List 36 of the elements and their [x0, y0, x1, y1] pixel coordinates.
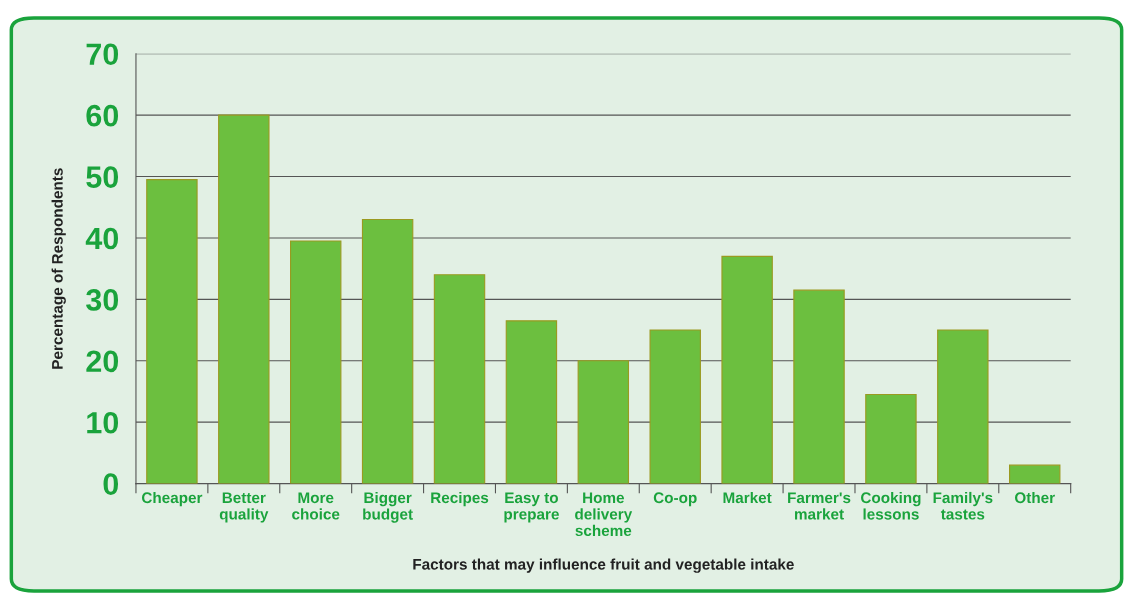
x-tick-label: Home delivery scheme — [575, 492, 633, 537]
x-tick-label: Bigger budget — [363, 491, 413, 523]
x-tick-label: Other — [1014, 491, 1055, 504]
bar — [361, 218, 414, 484]
x-tick-label: Family's tastes — [933, 491, 993, 520]
bar — [937, 329, 989, 484]
x-tick-label: Recipes — [431, 491, 489, 507]
x-tick-label: Better quality — [219, 492, 269, 523]
bar — [865, 393, 917, 484]
x-tick-label: Farmer's market — [788, 492, 851, 520]
bar — [721, 255, 773, 484]
y-tick-label: 70 — [86, 43, 119, 66]
y-tick-label: 0 — [103, 473, 119, 495]
y-tick-label: 30 — [86, 289, 119, 311]
x-tick-label: Cheaper — [141, 491, 203, 507]
bar — [146, 179, 198, 484]
bar — [649, 329, 701, 484]
x-tick-label: Easy to prepare — [504, 492, 559, 523]
x-axis-title: Factors that may influence fruit and vegetable intake — [413, 558, 794, 573]
bar — [505, 320, 558, 484]
x-tick-label: Co-op — [653, 492, 697, 507]
y-tick-label: 50 — [86, 166, 119, 188]
bar — [289, 240, 342, 484]
x-tick-label: Cooking lessons — [861, 491, 921, 520]
y-axis-title: Percentage of Respondents — [51, 168, 66, 369]
x-tick-label: More choice — [292, 492, 340, 520]
y-tick-label: 60 — [86, 104, 119, 127]
bar — [433, 274, 486, 484]
bar — [218, 114, 270, 484]
bar — [577, 360, 630, 484]
bar — [793, 289, 845, 484]
y-tick-label: 10 — [87, 411, 119, 434]
y-tick-label: 40 — [85, 227, 119, 250]
y-tick-label: 20 — [86, 350, 119, 373]
bar — [1009, 464, 1061, 484]
x-tick-label: Market — [723, 491, 772, 504]
